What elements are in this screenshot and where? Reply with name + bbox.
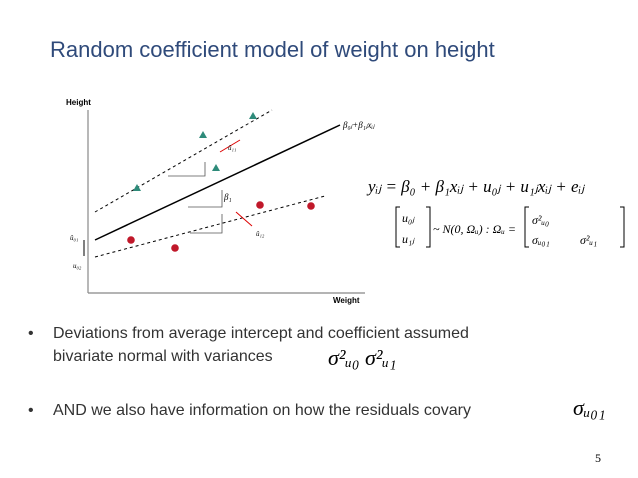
diagram: Height Weight β₀ⱼ+β₁ⱼxᵢⱼ û₁₁ û₁₂ β₁ û₀₁ … <box>66 98 376 305</box>
bullet-dot: • <box>28 325 34 342</box>
triangle <box>133 184 141 191</box>
bullet-dot: • <box>28 402 34 419</box>
label: β₁ <box>223 192 232 202</box>
bracket <box>395 206 431 248</box>
triangle <box>212 164 220 171</box>
y-axis-label: Height <box>66 98 91 107</box>
bullet-text: Deviations from average intercept and co… <box>53 325 469 342</box>
matrix-entry: σ²ᵤ₀ <box>532 213 549 227</box>
label: û₁₂ <box>256 230 265 238</box>
triangle <box>199 131 207 138</box>
bullet-text: AND we also have information on how the … <box>53 402 471 419</box>
slope-bracket <box>168 162 206 177</box>
equation: yᵢⱼ = β₀ + β₁xᵢⱼ + u₀ⱼ + u₁ⱼxᵢⱼ + eᵢⱼ <box>366 177 585 196</box>
relation: ~ N(0, Ωᵤ) : Ωᵤ = <box>433 222 516 236</box>
arrow <box>219 139 241 153</box>
slope-bracket <box>190 214 223 234</box>
line-label: β₀ⱼ+β₁ⱼxᵢⱼ <box>342 120 376 130</box>
circles <box>127 201 315 252</box>
triangle <box>249 112 257 119</box>
matrix-entry: σ²ᵤ₁ <box>580 233 597 247</box>
label: u₀₂ <box>73 262 82 270</box>
x-axis-label: Weight <box>333 296 360 305</box>
triangles <box>133 112 257 191</box>
covariance: u₀ⱼ u₁ⱼ ~ N(0, Ωᵤ) : Ωᵤ = σ²ᵤ₀ σᵤ₀₁ σ²ᵤ₁ <box>395 206 625 248</box>
bullets: • Deviations from average intercept and … <box>28 325 606 420</box>
circle <box>127 236 135 244</box>
arrow <box>235 211 253 227</box>
circle <box>256 201 264 209</box>
slide-title: Random coefficient model of weight on he… <box>50 37 495 62</box>
circle <box>171 244 179 252</box>
group-line-2 <box>94 195 326 258</box>
label: û₁₁ <box>228 144 236 152</box>
vector-entry: u₁ⱼ <box>402 232 415 246</box>
group-line-1 <box>94 109 273 213</box>
bracket <box>524 206 625 248</box>
page-number: 5 <box>595 451 601 465</box>
average-line <box>94 124 341 241</box>
slope-bracket <box>188 190 223 208</box>
label: û₀₁ <box>70 234 78 242</box>
circle <box>307 202 315 210</box>
bullet-math: σᵤ₀₁ <box>573 395 606 420</box>
bullet-math: σ²ᵤ₀ σ²ᵤ₁ <box>328 345 397 370</box>
bullet-text: bivariate normal with variances <box>53 348 273 365</box>
matrix-entry: σᵤ₀₁ <box>532 233 550 247</box>
vector-entry: u₀ⱼ <box>402 211 415 225</box>
